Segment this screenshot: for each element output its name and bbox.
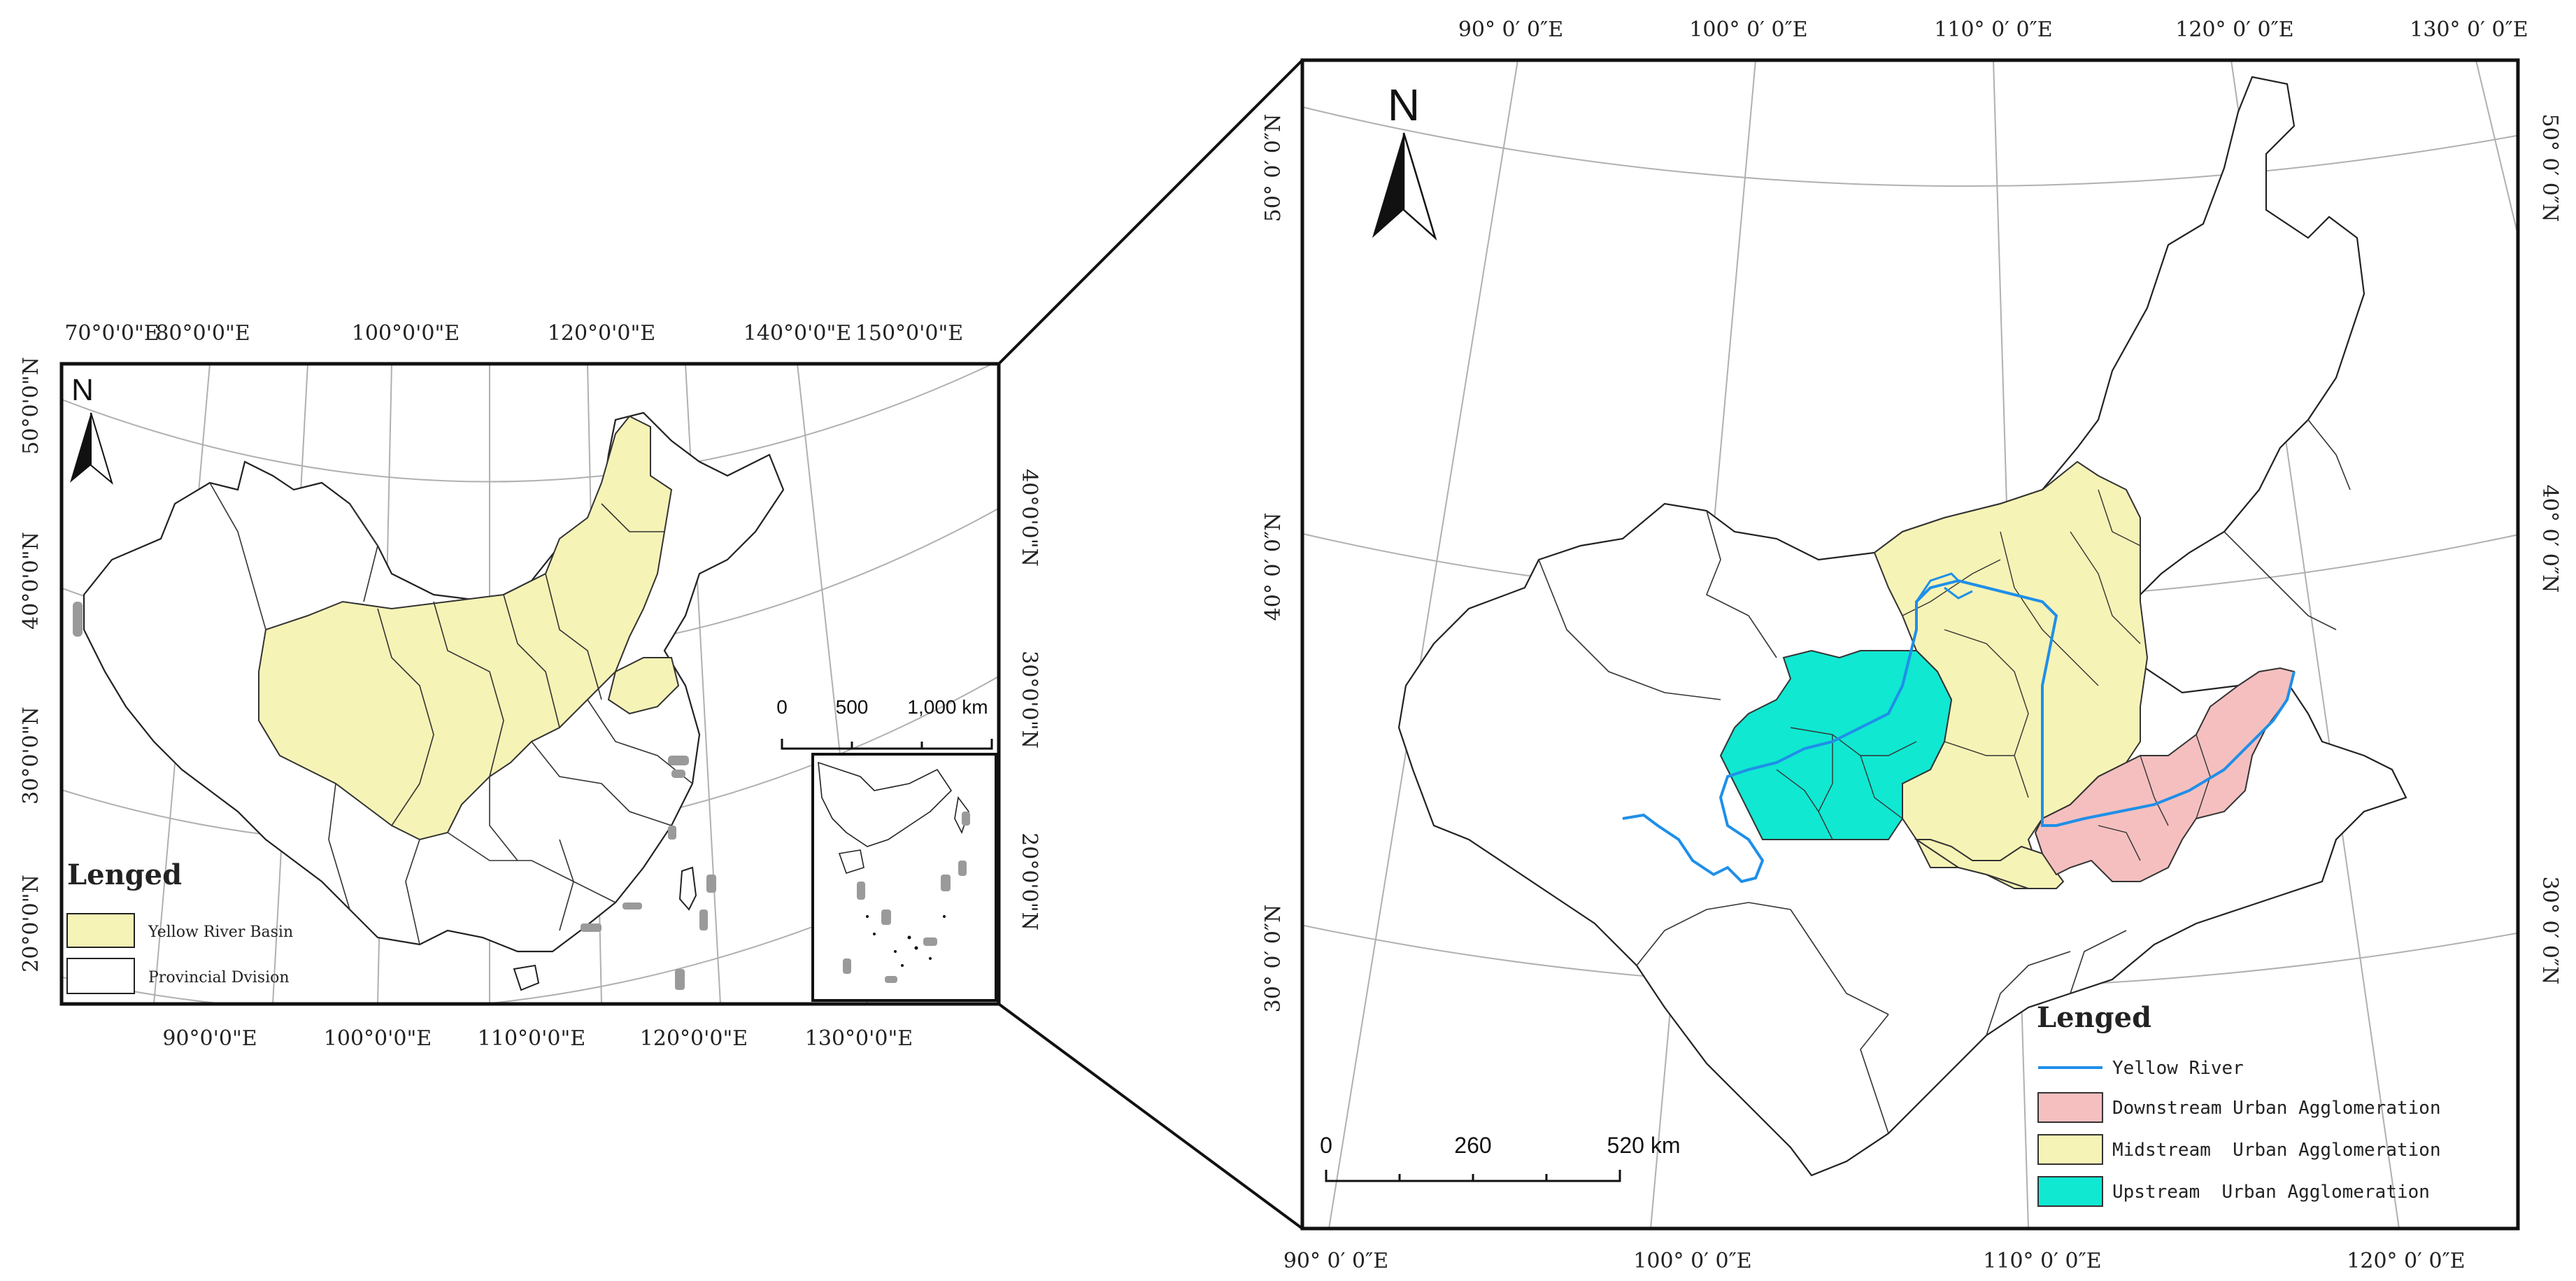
detail-north-arrow: N [1372, 80, 1437, 241]
provincial-division-lines [209, 482, 693, 945]
overview-map: N 0 500 1,000 km Lenged Yellow River Bas… [19, 321, 1041, 1051]
svg-text:30°0'0"N: 30°0'0"N [1017, 651, 1041, 749]
svg-text:80°0'0"E: 80°0'0"E [155, 321, 250, 346]
detail-legend-label-river: Yellow River [2112, 1058, 2244, 1079]
svg-text:30°0'0"N: 30°0'0"N [19, 707, 43, 805]
svg-text:90°0'0"E: 90°0'0"E [162, 1026, 257, 1051]
zoom-connector-bottom [997, 1003, 1304, 1230]
svg-text:130° 0′ 0″E: 130° 0′ 0″E [2410, 17, 2528, 42]
island-markers [73, 602, 716, 990]
detail-legend-swatch-upstream [2037, 1176, 2103, 1207]
detail-outer-provinces [1397, 76, 2407, 1177]
inset-coastline [818, 761, 969, 874]
overview-legend-swatch-basin [66, 913, 135, 948]
svg-text:50° 0′ 0″N: 50° 0′ 0″N [2538, 114, 2562, 222]
svg-text:70°0'0"E: 70°0'0"E [64, 321, 159, 346]
svg-text:100° 0′ 0″E: 100° 0′ 0″E [1689, 17, 1807, 42]
detail-right-ticks: 50° 0′ 0″N 40° 0′ 0″N 30° 0′ 0″N [2538, 114, 2562, 985]
yellow-river-basin-region [258, 415, 673, 841]
overview-legend-label-division: Provincial Dvision [148, 969, 290, 986]
overview-legend: Lenged Yellow River Basin Provincial Dvi… [66, 858, 293, 994]
detail-scale-label-0: 0 [1320, 1133, 1332, 1158]
svg-text:N: N [71, 373, 94, 407]
yellow-river-line [1622, 579, 2296, 884]
detail-city-boundaries [1776, 489, 2211, 861]
overview-scale-label-2: 1,000 km [907, 696, 988, 718]
svg-text:120° 0′ 0″E: 120° 0′ 0″E [2347, 1249, 2465, 1273]
svg-text:30° 0′ 0″N: 30° 0′ 0″N [2538, 877, 2562, 985]
overview-legend-label-basin: Yellow River Basin [148, 923, 293, 941]
overview-legend-title: Lenged [67, 858, 182, 891]
overview-top-ticks: 70°0'0"E 80°0'0"E 100°0'0"E 120°0'0"E 14… [64, 321, 963, 346]
overview-left-ticks: 50°0'0"N 40°0'0"N 30°0'0"N 20°0'0"N [19, 357, 43, 972]
svg-text:130°0'0"E: 130°0'0"E [805, 1026, 913, 1051]
overview-right-ticks: 40°0'0"N 30°0'0"N 20°0'0"N [1017, 469, 1041, 930]
inset-island-markers [843, 812, 970, 983]
detail-scale-label-2: 520 km [1607, 1133, 1681, 1158]
svg-text:N: N [1388, 80, 1420, 130]
overview-scale-label-1: 500 [836, 696, 869, 718]
svg-text:110° 0′ 0″E: 110° 0′ 0″E [1934, 17, 2052, 42]
detail-legend-label-upstream: Upstream Urban Agglomeration [2112, 1182, 2430, 1203]
overview-map-frame [59, 362, 1001, 1006]
zoom-connector-top [997, 59, 1304, 365]
detail-legend: Lenged Yellow River Downstream Urban Agg… [2037, 1001, 2441, 1207]
svg-text:40° 0′ 0″N: 40° 0′ 0″N [2538, 485, 2562, 593]
svg-text:120°0'0"E: 120°0'0"E [640, 1026, 748, 1051]
yellow-river-loop [1915, 572, 1973, 602]
svg-text:120° 0′ 0″E: 120° 0′ 0″E [2175, 17, 2293, 42]
svg-text:120°0'0"E: 120°0'0"E [548, 321, 655, 346]
overview-north-arrow: N [70, 373, 113, 485]
detail-scale-bar: 0 260 520 km [1320, 1133, 1681, 1182]
svg-text:90° 0′ 0″E: 90° 0′ 0″E [1458, 17, 1563, 42]
svg-text:40° 0′ 0″N: 40° 0′ 0″N [1261, 513, 1286, 621]
detail-map-frame [1300, 58, 2520, 1231]
upstream-urban-agglomeration [1719, 649, 1953, 840]
detail-top-ticks: 90° 0′ 0″E 100° 0′ 0″E 110° 0′ 0″E 120° … [1458, 17, 2528, 42]
svg-text:110° 0′ 0″E: 110° 0′ 0″E [1983, 1249, 2101, 1273]
svg-text:150°0'0"E: 150°0'0"E [855, 321, 963, 346]
detail-province-lines [1538, 419, 2351, 1134]
inset-island-dots [866, 915, 946, 967]
svg-text:100°0'0"E: 100°0'0"E [324, 1026, 432, 1051]
detail-scale-label-1: 260 [1454, 1133, 1491, 1158]
taiwan-island [678, 866, 697, 911]
svg-text:110°0'0"E: 110°0'0"E [478, 1026, 585, 1051]
svg-text:20°0'0"N: 20°0'0"N [19, 875, 43, 972]
svg-text:100° 0′ 0″E: 100° 0′ 0″E [1633, 1249, 1751, 1273]
detail-legend-swatch-midstream [2037, 1134, 2103, 1165]
detail-legend-label-downstream: Downstream Urban Agglomeration [2112, 1098, 2441, 1119]
overview-scale-label-0: 0 [776, 696, 788, 718]
svg-text:50° 0′ 0″N: 50° 0′ 0″N [1261, 114, 1286, 222]
svg-text:20°0'0"N: 20°0'0"N [1017, 833, 1041, 930]
svg-text:30° 0′ 0″N: 30° 0′ 0″N [1261, 905, 1286, 1013]
downstream-urban-agglomeration [2034, 667, 2296, 882]
overview-bottom-ticks: 90°0'0"E 100°0'0"E 110°0'0"E 120°0'0"E 1… [162, 1026, 913, 1051]
detail-legend-label-midstream: Midstream Urban Agglomeration [2112, 1140, 2441, 1161]
svg-text:40°0'0"N: 40°0'0"N [1017, 469, 1041, 567]
svg-text:50°0'0"N: 50°0'0"N [19, 357, 43, 455]
overview-legend-swatch-division [66, 958, 135, 994]
svg-text:140°0'0"E: 140°0'0"E [743, 321, 851, 346]
overview-scale-bar: 0 500 1,000 km [776, 696, 993, 750]
svg-text:100°0'0"E: 100°0'0"E [352, 321, 460, 346]
svg-text:40°0'0"N: 40°0'0"N [19, 532, 43, 630]
south-china-sea-inset [811, 753, 997, 1002]
detail-bottom-ticks: 90° 0′ 0″E 100° 0′ 0″E 110° 0′ 0″E 120° … [1283, 1249, 2465, 1273]
detail-legend-swatch-downstream [2037, 1092, 2103, 1123]
hainan-island [513, 964, 540, 991]
yellow-river-basin-region-east [607, 657, 680, 715]
detail-legend-title: Lenged [2037, 1001, 2151, 1034]
detail-left-ticks: 50° 0′ 0″N 40° 0′ 0″N 30° 0′ 0″N [1261, 114, 1286, 1013]
svg-text:90° 0′ 0″E: 90° 0′ 0″E [1283, 1249, 1388, 1273]
detail-map: N 0 260 520 km Lenged Yellow River Downs… [1261, 17, 2562, 1273]
